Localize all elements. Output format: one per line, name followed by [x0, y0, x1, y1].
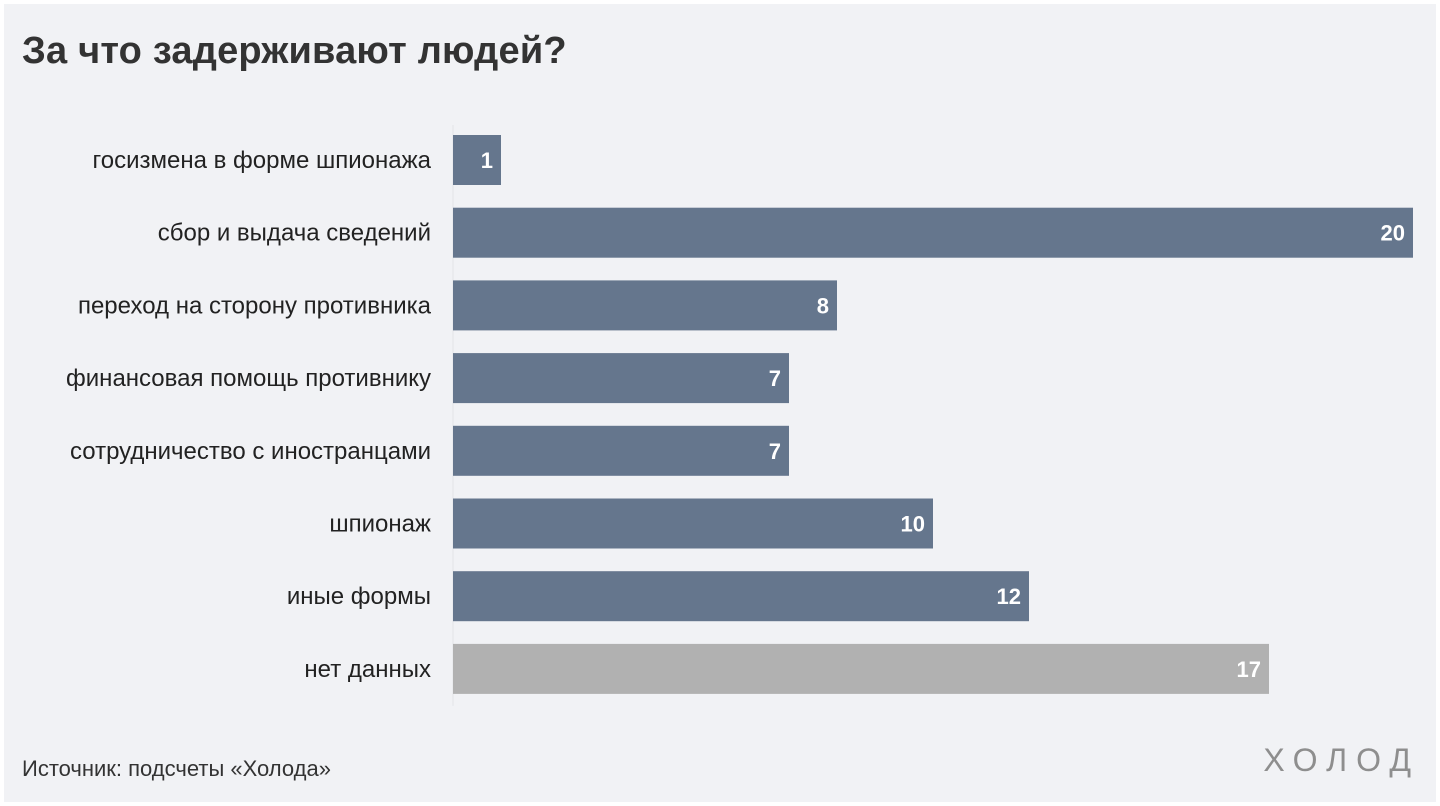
chart-title: За что задерживают людей? [22, 30, 567, 72]
category-label: иные формы [287, 583, 431, 610]
bar-2 [453, 280, 837, 331]
category-label: нет данных [304, 656, 431, 683]
value-label: 1 [481, 148, 493, 173]
category-label: шпионаж [329, 511, 431, 538]
bar-5 [453, 498, 933, 549]
brand-logo: ХОЛОД [1263, 742, 1420, 778]
value-label: 12 [997, 584, 1021, 609]
category-label: госизмена в форме шпионажа [93, 147, 432, 174]
bar-4 [453, 425, 789, 476]
value-label: 7 [769, 366, 781, 391]
source-note: Источник: подсчеты «Холода» [22, 756, 331, 781]
category-label: финансовая помощь противнику [66, 365, 431, 392]
value-label: 10 [901, 512, 925, 537]
value-label: 8 [817, 293, 829, 318]
bar-6 [453, 571, 1029, 622]
category-label: переход на сторону противника [78, 292, 432, 319]
value-label: 20 [1381, 221, 1405, 246]
bars-group: госизмена в форме шпионажа 1 сбор и выдача… [66, 135, 1413, 694]
bar-0 [453, 135, 501, 185]
bar-7 [453, 643, 1269, 694]
bar-1 [453, 207, 1413, 258]
category-label: сбор и выдача сведений [158, 220, 431, 247]
bar-3 [453, 353, 789, 404]
value-label: 7 [769, 439, 781, 464]
category-label: сотрудничество с иностранцами [70, 438, 431, 465]
value-label: 17 [1237, 657, 1261, 682]
